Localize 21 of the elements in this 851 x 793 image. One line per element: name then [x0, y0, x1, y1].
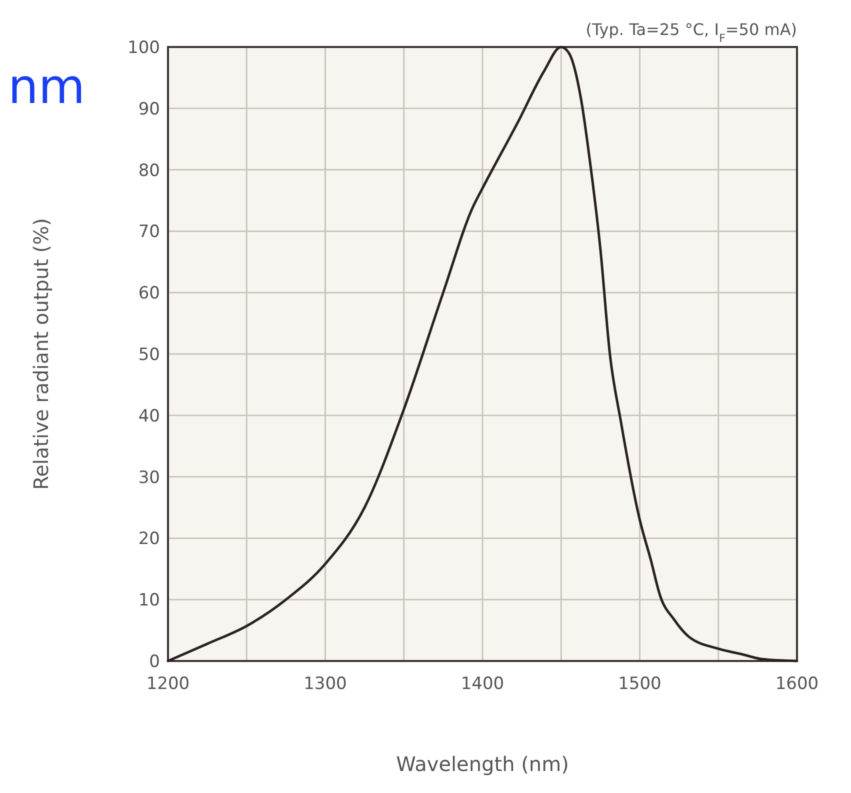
- y-tick-label: 40: [138, 406, 160, 426]
- y-tick-label: 90: [138, 99, 160, 120]
- y-tick-label: 60: [138, 284, 160, 304]
- y-tick-label: 100: [128, 38, 160, 58]
- x-axis-title: Wavelength (nm): [396, 752, 569, 776]
- y-tick-label: 20: [138, 529, 160, 550]
- y-tick-label: 70: [138, 222, 160, 242]
- x-tick-label: 1300: [304, 674, 347, 694]
- y-axis-title: Relative radiant output (%): [29, 218, 53, 490]
- y-tick-label: 10: [138, 590, 160, 611]
- text: (Typ. Ta=25 °C, I$_{F}$=50 mA): [586, 20, 797, 44]
- y-tick-label: 80: [138, 160, 160, 181]
- y-tick-label: 30: [138, 468, 160, 488]
- y-tick-label: 0: [149, 652, 160, 672]
- x-tick-label: 1200: [146, 674, 190, 694]
- y-tick-label: 50: [138, 344, 160, 365]
- x-tick-label: 1600: [775, 674, 819, 694]
- x-tick-label: 1400: [460, 674, 504, 694]
- line-series: [166, 46, 798, 662]
- text: nm: [8, 59, 86, 115]
- x-tick-label: 1500: [618, 674, 662, 694]
